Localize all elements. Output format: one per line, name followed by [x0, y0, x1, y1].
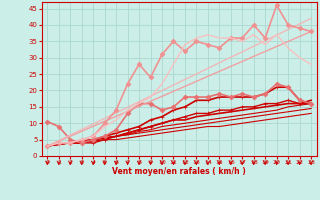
X-axis label: Vent moyen/en rafales ( km/h ): Vent moyen/en rafales ( km/h ): [112, 167, 246, 176]
